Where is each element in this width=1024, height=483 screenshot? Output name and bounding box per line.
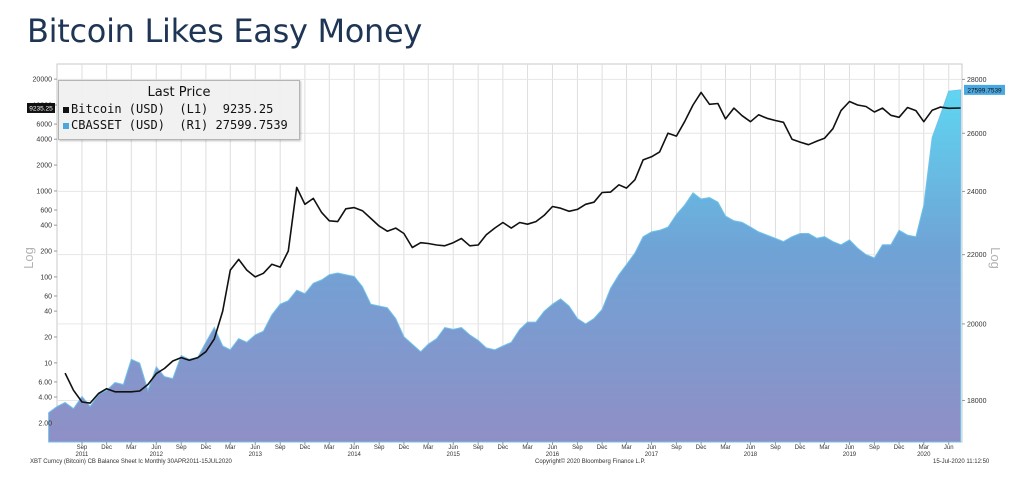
- x-axis-month-label: Mar: [423, 445, 433, 451]
- right-axis-tick-label: 26000: [967, 131, 987, 138]
- left-axis-tick-label: 6.00: [38, 379, 52, 386]
- left-axis-tick-label: 20000: [33, 77, 53, 84]
- left-axis-title: Log: [21, 247, 36, 269]
- x-axis-month-label: Dec: [101, 445, 112, 451]
- right-axis-tick-label: 22000: [967, 252, 987, 259]
- left-last-value-text: 9235.25: [29, 105, 53, 112]
- left-axis-tick-label: 100: [40, 274, 52, 281]
- legend-title: Last Price: [147, 85, 211, 100]
- x-axis-month-label: Sep: [770, 445, 781, 451]
- x-axis-month-label: Dec: [201, 445, 212, 451]
- x-axis-year-label: 2015: [447, 452, 461, 458]
- left-axis-tick-label: 40: [44, 309, 52, 316]
- x-axis-year-label: 2012: [150, 452, 164, 458]
- x-axis-month-label: Jun: [548, 445, 558, 451]
- x-axis-month-label: Dec: [498, 445, 509, 451]
- right-axis-tick-label: 20000: [967, 321, 987, 328]
- x-axis-month-label: Jun: [944, 445, 954, 451]
- right-last-value-tag: [964, 84, 1005, 95]
- x-axis-year-label: 2014: [348, 452, 362, 458]
- left-axis-tick-label: 4.00: [38, 395, 52, 402]
- left-axis-tick-label: 200: [40, 249, 52, 256]
- left-axis-tick-label: 10: [44, 360, 52, 367]
- left-axis-tick-label: 1000: [36, 188, 52, 195]
- x-axis-month-label: Mar: [621, 445, 631, 451]
- legend-series-name: CBASSET (USD): [71, 118, 165, 132]
- x-axis-year-label: 2017: [645, 452, 659, 458]
- x-axis-month-label: Mar: [819, 445, 829, 451]
- legend-series-axis: (L1): [179, 102, 209, 116]
- x-axis-month-label: Jun: [845, 445, 855, 451]
- x-axis-month-label: Dec: [399, 445, 410, 451]
- x-axis-year-label: 2018: [744, 452, 758, 458]
- x-axis-month-label: Jun: [448, 445, 458, 451]
- legend-gap: [208, 118, 215, 132]
- left-axis-tick-label: 2000: [36, 163, 52, 170]
- x-axis-year-label: 2016: [546, 452, 560, 458]
- x-axis-month-label: Jun: [349, 445, 359, 451]
- legend-swatch-cbasset: [63, 122, 69, 129]
- x-axis-month-label: Sep: [176, 445, 187, 451]
- x-axis-month-label: Sep: [473, 445, 484, 451]
- x-axis-month-label: Jun: [647, 445, 657, 451]
- page-title: Bitcoin Likes Easy Money: [27, 12, 423, 50]
- x-axis-month-label: Mar: [522, 445, 532, 451]
- x-axis-month-label: Mar: [324, 445, 334, 451]
- legend-gap: [165, 102, 179, 116]
- x-axis-month-label: Sep: [374, 445, 385, 451]
- x-axis-month-label: Dec: [696, 445, 707, 451]
- x-axis-month-label: Mar: [720, 445, 730, 451]
- x-axis-month-label: Dec: [597, 445, 608, 451]
- x-axis-month-label: Jun: [250, 445, 260, 451]
- x-axis-month-label: Mar: [919, 445, 929, 451]
- x-axis-month-label: Dec: [795, 445, 806, 451]
- left-axis-tick-label: 20: [44, 334, 52, 341]
- legend-gap: [208, 102, 222, 116]
- x-axis-year-label: 2019: [843, 452, 857, 458]
- legend-entry-cbasset: CBASSET (USD) (R1) 27599.7539: [63, 118, 299, 132]
- x-axis-year-label: 2020: [917, 452, 931, 458]
- series-line-bitcoin: [64, 91, 961, 404]
- legend-series-value: 27599.7539: [215, 118, 288, 132]
- legend-gap: [165, 118, 179, 132]
- footer-copyright: Copyright© 2020 Bloomberg Finance L.P.: [535, 459, 646, 465]
- right-last-value-text: 27599.7539: [967, 87, 1002, 94]
- left-axis-tick-label: 400: [40, 223, 52, 230]
- x-axis-year-label: 2011: [75, 452, 89, 458]
- x-axis-month-label: Jun: [151, 445, 161, 451]
- legend-swatch-bitcoin: [63, 106, 69, 113]
- legend-series-axis: (R1): [179, 118, 209, 132]
- legend-entry-bitcoin: Bitcoin (USD) (L1) 9235.25: [63, 102, 299, 116]
- x-axis-month-label: Sep: [77, 445, 88, 451]
- x-axis-month-label: Mar: [225, 445, 235, 451]
- legend-series-name: Bitcoin (USD): [71, 102, 165, 116]
- x-axis-month-label: Jun: [746, 445, 756, 451]
- x-axis-month-label: Sep: [869, 445, 880, 451]
- x-axis-month-label: Sep: [671, 445, 682, 451]
- x-axis-year-label: 2013: [249, 452, 263, 458]
- left-last-value-tag: [27, 102, 55, 113]
- x-axis-month-label: Mar: [126, 445, 136, 451]
- footer-source: XBT Curncy (Bitcoin) CB Balance Sheet Ic…: [30, 459, 232, 465]
- left-axis-tick-label: 2.00: [38, 420, 52, 427]
- footer-timestamp: 15-Jul-2020 11:12:50: [933, 459, 990, 465]
- left-axis-tick-label: 6000: [36, 122, 52, 129]
- x-axis-month-label: Sep: [572, 445, 583, 451]
- legend-series-value: 9235.25: [222, 102, 274, 116]
- x-axis-month-label: Sep: [275, 445, 286, 451]
- right-axis-tick-label: 18000: [967, 398, 987, 405]
- right-axis-tick-label: 28000: [967, 77, 987, 84]
- right-axis-title: Log: [988, 247, 1003, 269]
- left-axis-tick-label: 600: [40, 208, 52, 215]
- chart-legend: Last Price Bitcoin (USD) (L1) 9235.25 CB…: [58, 80, 300, 140]
- x-axis-month-label: Dec: [300, 445, 311, 451]
- left-axis-tick-label: 60: [44, 293, 52, 300]
- right-axis-tick-label: 24000: [967, 189, 987, 196]
- left-axis-tick-label: 4000: [36, 137, 52, 144]
- x-axis-month-label: Dec: [894, 445, 905, 451]
